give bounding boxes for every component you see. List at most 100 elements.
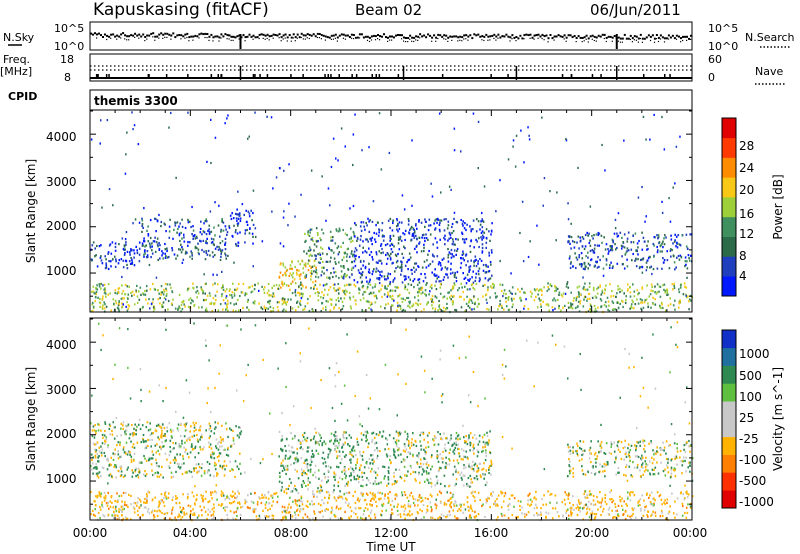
power-cell <box>151 245 153 248</box>
velocity-cell <box>147 438 149 442</box>
velocity-cell <box>302 480 305 483</box>
velocity-cell <box>92 456 95 459</box>
power-cell <box>101 206 103 209</box>
velocity-cell <box>306 466 308 469</box>
power-cell <box>667 293 669 296</box>
power-cell <box>434 268 436 271</box>
power-cell <box>652 296 654 299</box>
power-cell <box>447 291 449 294</box>
velocity-cell <box>213 432 216 435</box>
velocity-cell <box>477 467 480 470</box>
power-cell <box>294 215 296 218</box>
velocity-cell <box>646 492 648 495</box>
noise-point <box>651 34 654 37</box>
power-cell <box>114 265 117 268</box>
power-cell <box>392 261 394 264</box>
noise-point <box>431 36 434 39</box>
power-cell <box>315 240 318 243</box>
power-cell <box>385 262 388 265</box>
noise-search-point <box>583 40 585 42</box>
power-cell <box>666 259 669 262</box>
power-cell <box>350 236 353 239</box>
velocity-cell <box>318 490 321 493</box>
power-cell <box>125 241 127 244</box>
power-cell <box>118 243 120 246</box>
velocity-cell <box>208 428 210 431</box>
velocity-cell <box>222 449 225 452</box>
velocity-cell <box>162 501 165 504</box>
velocity-cell <box>327 508 329 511</box>
velocity-cell <box>372 431 375 434</box>
power-cell <box>189 297 192 300</box>
noise-search-point <box>637 41 639 43</box>
noise-point <box>354 36 357 39</box>
power-cell <box>216 273 218 276</box>
noise-point <box>338 34 341 37</box>
power-cell <box>253 288 256 291</box>
velocity-cell <box>294 468 296 471</box>
velocity-cell <box>683 448 685 451</box>
power-cell <box>222 229 225 232</box>
power-cell <box>650 283 653 286</box>
velocity-cell <box>323 440 325 443</box>
power-cell <box>637 258 639 261</box>
velocity-cell <box>682 456 685 459</box>
velocity-cell <box>623 500 625 503</box>
noise-point <box>579 36 582 39</box>
velocity-cell <box>169 461 172 464</box>
power-cell <box>654 303 657 306</box>
noise-point <box>218 36 221 39</box>
velocity-cell <box>457 471 460 474</box>
power-cell <box>201 306 203 309</box>
power-cell <box>349 207 351 210</box>
noise-search-point <box>391 39 393 41</box>
power-cell <box>288 274 291 278</box>
power-cell <box>415 223 417 226</box>
power-cell <box>318 252 321 255</box>
power-cell <box>324 283 327 287</box>
noise-point <box>627 37 630 40</box>
velocity-cell <box>483 433 486 436</box>
velocity-cell <box>486 431 488 434</box>
power-cell <box>672 186 674 189</box>
power-cell <box>221 249 224 252</box>
noise-point <box>308 33 311 36</box>
power-cell <box>438 228 441 231</box>
power-cell <box>391 304 393 307</box>
power-cell <box>629 291 632 294</box>
noise-search-point <box>252 38 254 40</box>
velocity-cell <box>603 451 605 455</box>
power-cell <box>431 300 433 303</box>
power-cell <box>611 248 613 251</box>
velocity-cell <box>297 459 300 462</box>
velocity-cell <box>191 435 194 438</box>
velocity-cell <box>659 448 662 452</box>
power-cell <box>204 220 207 223</box>
velocity-cell <box>126 517 129 520</box>
noise-point <box>673 37 676 40</box>
power-cell <box>147 225 149 228</box>
power-cell <box>163 288 165 291</box>
power-cell <box>179 222 181 225</box>
power-cell <box>500 304 503 307</box>
noise-point <box>296 33 299 36</box>
power-cell <box>612 241 614 244</box>
power-cell <box>547 304 550 307</box>
velocity-cell <box>624 446 626 449</box>
velocity-cell <box>288 457 291 460</box>
power-cell <box>418 278 421 281</box>
power-cell <box>452 238 454 241</box>
velocity-cell <box>352 446 354 450</box>
power-cell <box>149 307 151 310</box>
power-cell <box>383 275 386 278</box>
velocity-cell <box>160 434 163 437</box>
velocity-cell <box>441 438 444 441</box>
power-cell <box>392 279 395 282</box>
power-cell <box>368 230 371 233</box>
power-cell <box>398 248 401 251</box>
noise-point <box>407 37 410 39</box>
velocity-cell <box>372 453 374 457</box>
colorbar-swatch <box>722 118 736 139</box>
freq-tick-top: 18 <box>60 53 74 66</box>
power-cell <box>246 223 249 226</box>
